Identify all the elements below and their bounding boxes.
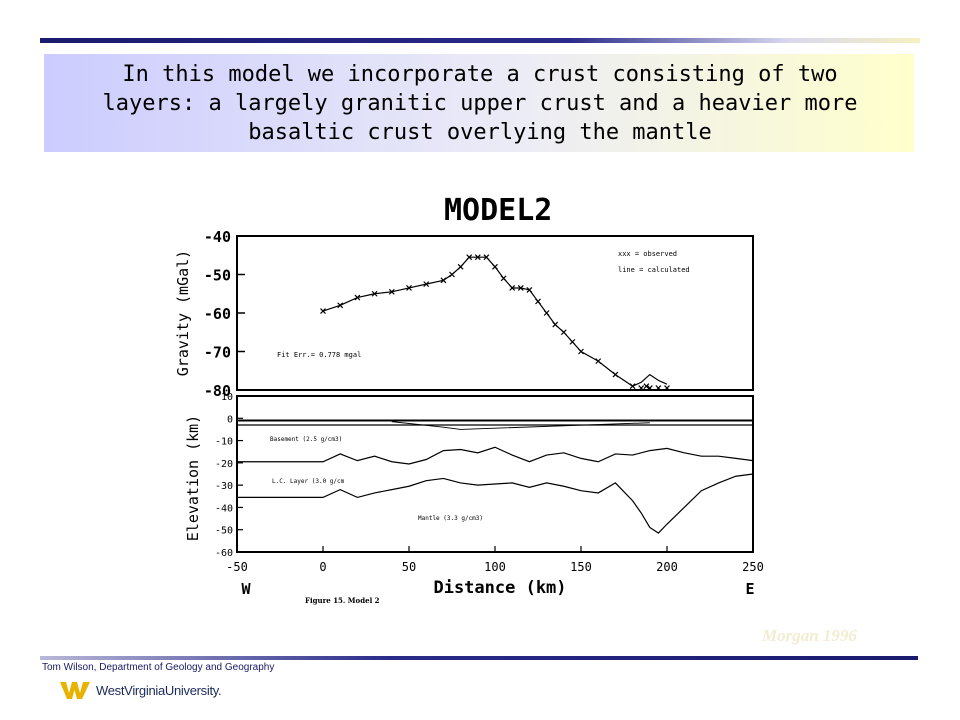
gravity-tick-label: -50 — [204, 267, 231, 285]
distance-tick-label: 100 — [484, 560, 506, 574]
observed-gravity-point — [638, 385, 645, 391]
basement-layer-label: Basement (2.5 g/cm3) — [270, 436, 342, 443]
gravity-tick-label: -70 — [204, 344, 231, 362]
observed-gravity-point — [388, 288, 395, 295]
observed-gravity-point — [560, 329, 567, 336]
observed-gravity-point — [643, 383, 650, 390]
distance-tick-label: 150 — [570, 560, 592, 574]
observed-gravity-point — [483, 254, 490, 261]
observed-gravity-point — [354, 294, 361, 301]
observed-gravity-point — [552, 321, 559, 328]
observed-gravity-point — [543, 310, 550, 316]
distance-tick-label: 0 — [319, 560, 326, 574]
east-label: E — [745, 580, 754, 598]
observed-gravity-point — [423, 281, 430, 288]
distance-tick-label: 50 — [402, 560, 416, 574]
chart-title: MODEL2 — [444, 193, 552, 228]
distance-axis-label: Distance (km) — [433, 578, 566, 598]
observed-gravity-point — [646, 385, 653, 391]
gravity-axis-label: Gravity (mGal) — [174, 250, 192, 376]
observed-gravity-point — [406, 285, 412, 291]
title-box — [44, 54, 914, 152]
observed-gravity-point — [492, 263, 498, 270]
distance-tick-label: 250 — [742, 560, 764, 574]
observed-gravity-point — [612, 371, 619, 378]
credit-text: Morgan 1996 — [762, 626, 857, 645]
upper-crust-base-line — [237, 446, 754, 465]
observed-gravity-point — [526, 286, 533, 293]
gravity-tick-label: -60 — [204, 305, 231, 323]
sediment-wedge-line — [391, 421, 650, 430]
bottom-rule — [40, 656, 918, 660]
observed-gravity-point — [578, 348, 584, 355]
observed-gravity-point — [440, 277, 447, 284]
observed-gravity-point — [337, 302, 344, 309]
observed-gravity-point — [569, 338, 576, 345]
observed-gravity-point — [449, 271, 455, 278]
west-label: W — [241, 580, 251, 598]
observed-gravity-point — [664, 385, 670, 391]
wvu-logo-text: WestVirginiaUniversity. — [96, 682, 222, 698]
fit-error-annotation: Fit Err.= 0.778 mgal — [277, 351, 361, 359]
moho-line — [237, 473, 754, 534]
observed-gravity-point — [371, 290, 378, 297]
wv-flying-logo-icon — [60, 682, 90, 699]
observed-gravity-point — [517, 285, 524, 291]
legend-observed: xxx = observed — [618, 250, 677, 258]
distance-tick-label: 200 — [656, 560, 678, 574]
distance-tick-label: -50 — [226, 560, 248, 574]
elevation-panel-frame — [236, 395, 754, 553]
gravity-tick-label: -80 — [204, 382, 231, 400]
elevation-tick-label: -60 — [215, 548, 233, 559]
gravity-tick-label: -40 — [204, 228, 231, 246]
footer-text: Tom Wilson, Department of Geology and Ge… — [42, 662, 275, 673]
gravity-panel-frame — [236, 235, 754, 391]
observed-gravity-point — [500, 275, 507, 282]
elevation-tick-label: -20 — [215, 459, 233, 470]
observed-gravity-point — [320, 308, 326, 314]
elevation-tick-label: -10 — [215, 437, 233, 448]
elevation-tick-label: -30 — [215, 481, 233, 492]
elevation-tick-label: -40 — [215, 503, 233, 514]
legend-calculated: line = calculated — [618, 266, 690, 274]
observed-gravity-point — [535, 298, 541, 305]
observed-gravity-point — [595, 358, 602, 365]
slide-title: In this model we incorporate a crust con… — [102, 62, 858, 145]
wvu-logo: WestVirginiaUniversity. — [60, 678, 222, 702]
observed-gravity-point — [474, 254, 481, 261]
observed-gravity-point — [457, 263, 464, 270]
observed-gravity-point — [466, 254, 473, 261]
elevation-tick-label: 10 — [221, 392, 233, 403]
observed-gravity-point — [655, 385, 662, 391]
observed-gravity-point — [509, 285, 516, 291]
top-rule — [40, 38, 920, 43]
calculated-gravity-line — [322, 256, 668, 387]
elevation-tick-label: 0 — [227, 414, 233, 425]
observed-gravity-point — [629, 383, 636, 390]
elevation-tick-label: -50 — [215, 526, 233, 537]
elevation-axis-label: Elevation (km) — [184, 415, 202, 541]
figure-caption: Figure 15. Model 2 — [305, 596, 380, 605]
mantle-layer-label: Mantle (3.3 g/cm3) — [418, 515, 483, 522]
lower-crust-layer-label: L.C. Layer (3.0 g/cm — [272, 478, 345, 485]
